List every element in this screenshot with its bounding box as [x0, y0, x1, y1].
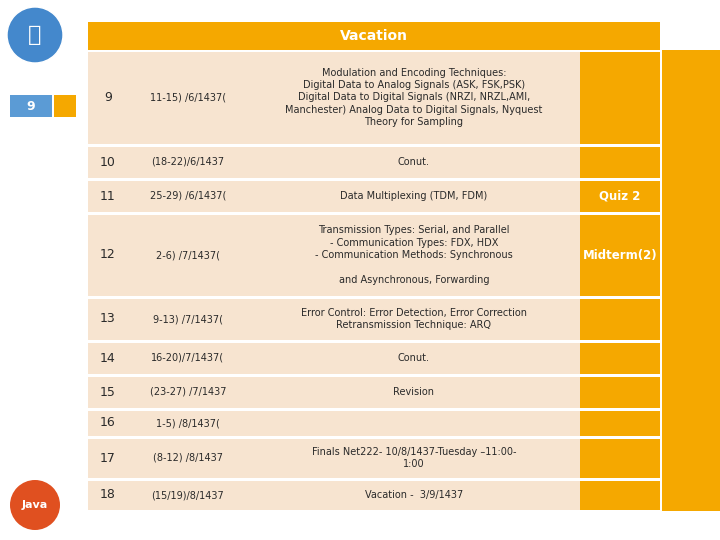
Circle shape [7, 7, 63, 63]
Bar [580, 342, 660, 374]
Text: 14: 14 [100, 352, 116, 365]
Bar [580, 438, 660, 477]
Text: Data Multiplexing (TDM, FDM): Data Multiplexing (TDM, FDM) [341, 191, 487, 201]
Bar [580, 180, 660, 212]
Text: 16: 16 [100, 416, 116, 429]
Text: 10: 10 [100, 156, 116, 168]
Text: Midterm(2): Midterm(2) [582, 248, 657, 261]
Text: 9: 9 [104, 91, 112, 104]
Text: 18: 18 [100, 489, 116, 502]
Bar [88, 146, 580, 178]
Text: Transmission Types: Serial, and Parallel
- Communication Types: FDX, HDX
- Commu: Transmission Types: Serial, and Parallel… [315, 225, 513, 285]
Text: Modulation and Encoding Techniques:
Digital Data to Analog Signals (ASK, FSK,PSK: Modulation and Encoding Techniques: Digi… [285, 68, 543, 127]
Text: 17: 17 [100, 451, 116, 464]
Bar [88, 22, 660, 50]
Text: Java: Java [22, 500, 48, 510]
Bar [580, 376, 660, 408]
Text: Error Control: Error Detection, Error Correction
Retransmission Technique: ARQ: Error Control: Error Detection, Error Co… [301, 308, 527, 330]
Text: Quiz 2: Quiz 2 [599, 190, 641, 202]
Circle shape [10, 480, 60, 530]
Text: 15: 15 [100, 386, 116, 399]
Bar [580, 214, 660, 295]
Bar [580, 299, 660, 340]
Text: (23-27) /7/1437: (23-27) /7/1437 [150, 387, 226, 397]
Text: Conut.: Conut. [398, 157, 430, 167]
Text: 9: 9 [27, 99, 35, 112]
Text: (8-12) /8/1437: (8-12) /8/1437 [153, 453, 223, 463]
Bar [580, 51, 660, 144]
Bar [88, 51, 580, 144]
Text: (15/19)/8/1437: (15/19)/8/1437 [152, 490, 225, 500]
Bar [88, 342, 580, 374]
Text: 13: 13 [100, 313, 116, 326]
Bar [580, 410, 660, 435]
Bar [88, 180, 580, 212]
Bar [54, 95, 76, 117]
Bar [10, 95, 52, 117]
Text: 1-5) /8/1437(: 1-5) /8/1437( [156, 418, 220, 428]
Text: Vacation: Vacation [340, 29, 408, 43]
Bar [88, 438, 580, 477]
Bar [88, 410, 580, 435]
Text: 11-15) /6/1437(: 11-15) /6/1437( [150, 92, 226, 103]
Text: (18-22)/6/1437: (18-22)/6/1437 [151, 157, 225, 167]
Text: 2-6) /7/1437(: 2-6) /7/1437( [156, 250, 220, 260]
Text: 11: 11 [100, 190, 116, 202]
Bar [580, 146, 660, 178]
Text: 16-20)/7/1437(: 16-20)/7/1437( [151, 353, 225, 363]
Bar [580, 481, 660, 510]
Bar [88, 376, 580, 408]
Text: 25-29) /6/1437(: 25-29) /6/1437( [150, 191, 226, 201]
Text: 9-13) /7/1437(: 9-13) /7/1437( [153, 314, 223, 324]
Bar [662, 50, 720, 511]
Text: Conut.: Conut. [398, 353, 430, 363]
Text: 🌐: 🌐 [28, 25, 42, 45]
Text: Finals Net222- 10/8/1437-Tuesday –11:00-
1:00: Finals Net222- 10/8/1437-Tuesday –11:00-… [312, 447, 516, 469]
Text: Revision: Revision [394, 387, 434, 397]
Bar [88, 214, 580, 295]
Bar [88, 481, 580, 510]
Text: 12: 12 [100, 248, 116, 261]
Text: Vacation -  3/9/1437: Vacation - 3/9/1437 [365, 490, 463, 500]
Bar [88, 299, 580, 340]
